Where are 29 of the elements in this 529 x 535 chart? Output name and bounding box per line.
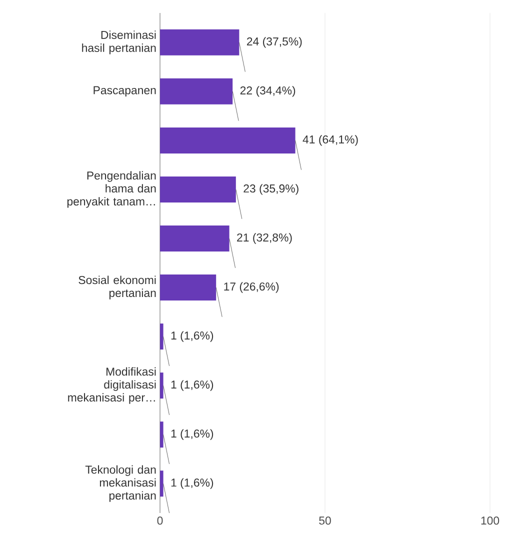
bar (160, 274, 216, 301)
y-tick-label: Teknologi dan mekanisasi pertanian (85, 465, 156, 502)
data-label: 23 (35,9%) (244, 184, 298, 195)
data-label: 1 (1,6%) (171, 331, 214, 342)
y-tick-label: Sosial ekonomi pertanian (78, 276, 156, 300)
x-tick-label: 100 (481, 516, 500, 525)
bar (160, 225, 230, 252)
data-label: 24 (37,5%) (246, 37, 302, 48)
x-tick-label: 0 (157, 516, 163, 525)
bar (160, 127, 296, 154)
bar (160, 470, 164, 497)
data-label: 1 (1,6%) (171, 478, 214, 489)
y-tick-label: Modifikasi digitalisasi mekanisasi per… (68, 367, 156, 404)
bar (160, 372, 164, 399)
bar (160, 78, 233, 104)
bar (160, 176, 236, 202)
data-label: 1 (1,6%) (171, 380, 214, 391)
data-label: 41 (64,1%) (302, 135, 358, 146)
data-label: 21 (32,8%) (237, 233, 292, 244)
bar (160, 422, 164, 448)
data-label: 22 (34,4%) (240, 86, 296, 97)
x-tick-label: 50 (319, 516, 331, 525)
y-tick-label: Pascapanen (94, 86, 156, 97)
data-label: 17 (26,6%) (224, 282, 279, 293)
bar (160, 29, 240, 56)
data-label: 1 (1,6%) (171, 429, 214, 440)
bar (160, 324, 164, 350)
y-tick-label: Diseminasi hasil pertanian (82, 30, 156, 54)
y-tick-label: Pengendalian hama dan penyakit tanam… (67, 171, 156, 208)
